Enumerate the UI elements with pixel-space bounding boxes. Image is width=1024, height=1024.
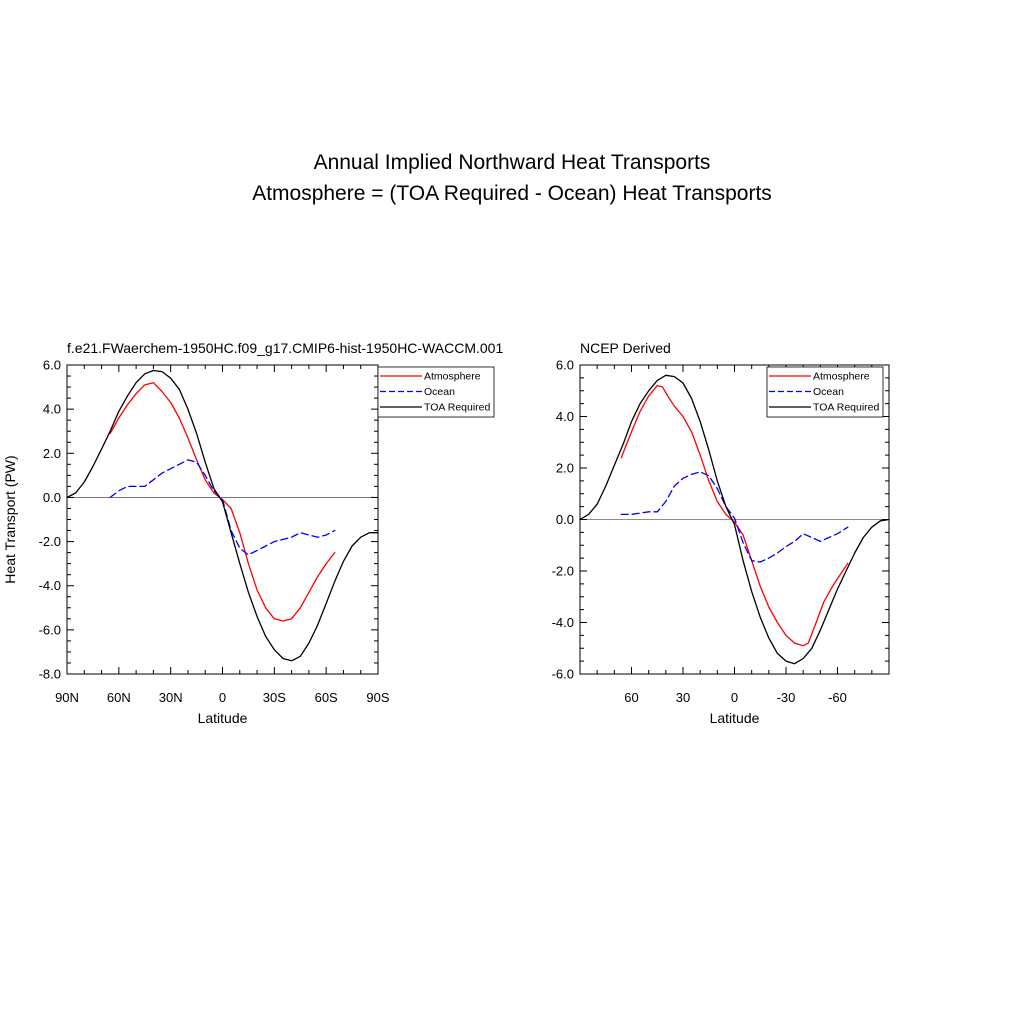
legend-entry: Ocean (424, 386, 455, 398)
plot-frame (66, 364, 379, 675)
series-line-atmosphere (620, 384, 849, 647)
y-tick-label: -6.0 (552, 667, 574, 682)
y-tick-label: 6.0 (556, 358, 574, 373)
x-tick-label: 30 (676, 690, 690, 705)
x-tick-label: 60N (107, 690, 131, 705)
y-tick-label: -4.0 (552, 615, 574, 630)
x-axis-label: Latitude (198, 710, 248, 726)
y-tick-label: -8.0 (39, 667, 61, 682)
y-tick-label: 2.0 (556, 461, 574, 476)
panel-title: f.e21.FWaerchem-1950HC.f09_g17.CMIP6-his… (67, 340, 503, 356)
legend-entry: TOA Required (813, 402, 880, 414)
figure-title-line-1: Annual Implied Northward Heat Transports (314, 151, 711, 174)
series-line-toa-required (66, 369, 379, 662)
legend-entry: Atmosphere (813, 371, 870, 383)
x-tick-label: 0 (219, 690, 226, 705)
ncep-heat-transport-panel: 6.0 4.0 2.0 0.0 -2.0 -4.0 -6.0 60 30 0 -30 -60 Latit… (552, 340, 890, 726)
y-tick-label: -6.0 (39, 622, 61, 637)
series-line-toa-required (579, 374, 890, 665)
series-line-ocean (109, 459, 336, 556)
x-tick-label: 30N (159, 690, 183, 705)
y-tick-label: 2.0 (43, 446, 61, 461)
x-tick-label: 90N (55, 690, 79, 705)
y-tick-label: 4.0 (556, 409, 574, 424)
model-heat-transport-panel: 6.0 4.0 2.0 0.0 -2.0 -4.0 -6.0 -8.0 90N 60N 30N 0 30… (2, 340, 503, 726)
legend: Atmosphere Ocean TOA Required (766, 366, 884, 418)
x-tick-label: 90S (366, 690, 389, 705)
legend-box (377, 366, 495, 418)
x-tick-label: 60 (624, 690, 638, 705)
legend: Atmosphere Ocean TOA Required (377, 366, 495, 418)
y-tick-label: -2.0 (39, 534, 61, 549)
x-tick-label: 0 (731, 690, 738, 705)
y-axis-label: Heat Transport (PW) (2, 455, 18, 583)
legend-entry: Ocean (813, 386, 844, 398)
x-axis-label: Latitude (710, 710, 760, 726)
legend-box (766, 366, 884, 418)
legend-entry: TOA Required (424, 402, 491, 414)
x-tick-label: 60S (315, 690, 338, 705)
figure-title-line-2: Atmosphere = (TOA Required - Ocean) Heat… (252, 182, 772, 205)
x-tick-label: -30 (777, 690, 796, 705)
y-tick-label: 0.0 (556, 512, 574, 527)
y-tick-label: 0.0 (43, 490, 61, 505)
series-line-ocean (620, 471, 849, 563)
legend-entry: Atmosphere (424, 371, 481, 383)
y-tick-label: -2.0 (552, 564, 574, 579)
y-tick-label: 6.0 (43, 358, 61, 373)
y-tick-label: 4.0 (43, 402, 61, 417)
x-tick-label: 30S (263, 690, 286, 705)
panel-title: NCEP Derived (580, 340, 671, 356)
y-tick-label: -4.0 (39, 578, 61, 593)
x-tick-label: -60 (828, 690, 847, 705)
